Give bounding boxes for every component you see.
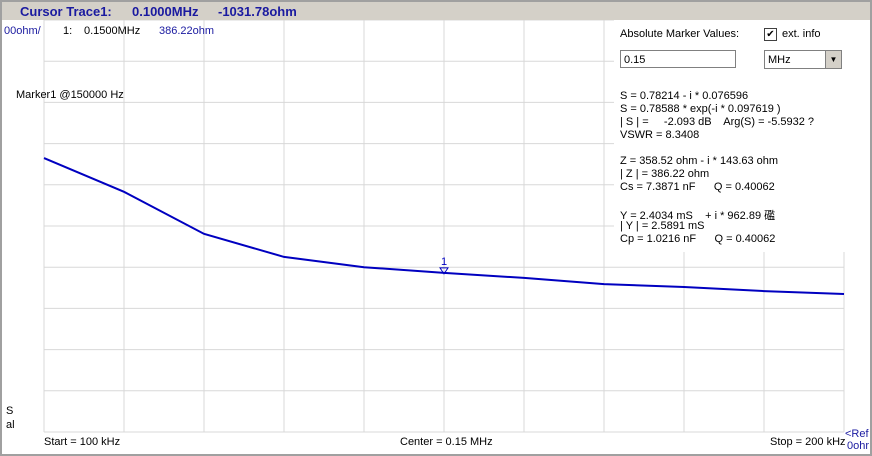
marker [439, 267, 449, 275]
marker-label: 1 [441, 256, 447, 268]
panel-line: | Z | = 386.22 ohm [620, 168, 710, 180]
marker-index: 1: [63, 25, 73, 37]
dropdown-button[interactable]: ▼ [825, 51, 841, 68]
panel-line: | S | = -2.093 dB Arg(S) = -5.5932 ? [620, 116, 815, 128]
unit-select[interactable]: MHz ▼ [764, 50, 842, 69]
side-label: S [6, 405, 14, 417]
frequency-input[interactable]: 0.15 [620, 50, 736, 68]
ref-label: <Ref [845, 428, 869, 440]
trace [43, 157, 845, 295]
cursor-title: Cursor Trace1: [20, 4, 112, 19]
scale-label: 00ohm/ [4, 25, 41, 37]
start-label: Start = 100 kHz [44, 436, 121, 448]
panel-title: Absolute Marker Values: [620, 28, 740, 40]
panel-line: | Y | = 2.5891 mS [620, 220, 705, 232]
unit-value[interactable]: MHz [768, 54, 791, 66]
cursor-frequency: 0.1000MHz [132, 4, 199, 19]
panel-line: Cp = 1.0216 nF Q = 0.40062 [620, 233, 776, 245]
marker-panel: Absolute Marker Values: ✔ ext. info 0.15… [614, 20, 846, 252]
ref-label: 0ohr [847, 440, 870, 452]
panel-line: VSWR = 8.3408 [620, 129, 700, 141]
checkbox[interactable]: ✔ [764, 28, 777, 41]
side-label: al [6, 419, 15, 431]
cursor-value: -1031.78ohm [218, 4, 297, 19]
panel-line: Z = 358.52 ohm - i * 143.63 ohm [620, 155, 779, 167]
marker-value: 386.22ohm [159, 25, 215, 37]
stop-label: Stop = 200 kHz [770, 436, 846, 448]
panel-line: Cs = 7.3871 nF Q = 0.40062 [620, 181, 775, 193]
title-bar: Cursor Trace1: 0.1000MHz -1031.78ohm [2, 2, 870, 20]
center-label: Center = 0.15 MHz [400, 436, 493, 448]
marker-frequency: 0.1500MHz [84, 25, 141, 37]
panel-line: S = 0.78214 - i * 0.076596 [620, 90, 749, 102]
panel-line: S = 0.78588 * exp(-i * 0.097619 ) [620, 103, 781, 115]
panel-line: Y = 2.4034 mS + i * 962.89 礛 [620, 210, 776, 222]
checkbox-label[interactable]: ext. info [782, 28, 821, 40]
marker-label: Marker1 @150000 Hz [16, 89, 124, 101]
